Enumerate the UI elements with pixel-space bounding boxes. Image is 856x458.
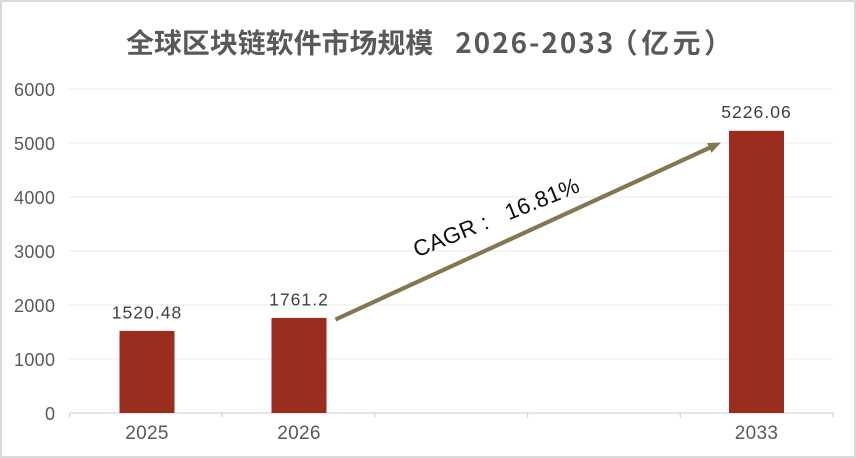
svg-text:2025: 2025 bbox=[125, 423, 168, 444]
svg-text:2033: 2033 bbox=[735, 423, 778, 444]
svg-text:1520.48: 1520.48 bbox=[112, 302, 183, 322]
svg-text:6000: 6000 bbox=[14, 80, 55, 100]
svg-text:5000: 5000 bbox=[14, 134, 55, 154]
svg-text:5226.06: 5226.06 bbox=[721, 102, 792, 122]
svg-text:1761.2: 1761.2 bbox=[269, 289, 329, 309]
svg-text:3000: 3000 bbox=[14, 242, 55, 262]
svg-text:2026: 2026 bbox=[277, 423, 320, 444]
svg-text:4000: 4000 bbox=[14, 188, 55, 208]
svg-text:2000: 2000 bbox=[14, 296, 55, 316]
svg-text:0: 0 bbox=[45, 404, 55, 424]
svg-text:1000: 1000 bbox=[14, 350, 55, 370]
